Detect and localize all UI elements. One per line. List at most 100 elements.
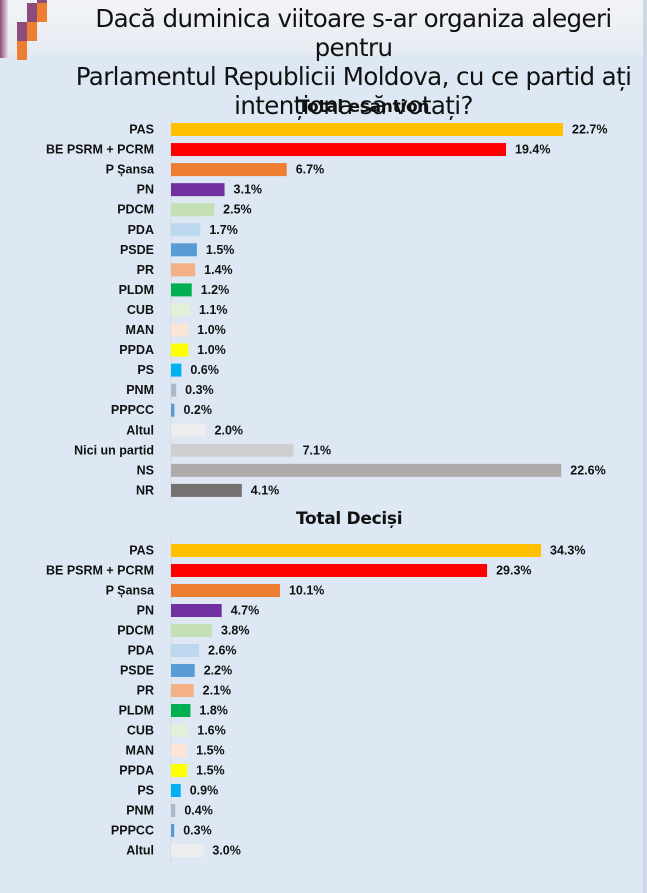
category-label-pda: PDA — [128, 223, 154, 237]
data-label-pr: 2.1% — [203, 684, 232, 698]
bar-pn — [171, 183, 225, 197]
deco-square — [17, 41, 27, 60]
bar-pas — [171, 544, 541, 557]
deco-square — [37, 0, 47, 3]
data-label-altul: 3.0% — [212, 844, 241, 858]
category-label-pas: PAS — [129, 544, 154, 558]
category-label-p-ansa: P Șansa — [106, 163, 155, 177]
category-label-pldm: PLDM — [119, 283, 154, 297]
category-label-be-psrm-pcrm: BE PSRM + PCRM — [46, 143, 154, 157]
category-label-ns: NS — [137, 463, 154, 477]
bar-pldm — [171, 283, 192, 297]
data-label-pas: 22.7% — [572, 123, 607, 137]
data-label-pda: 1.7% — [209, 223, 238, 237]
bar-pr — [171, 684, 194, 697]
deco-square — [27, 3, 37, 22]
category-label-pn: PN — [137, 183, 154, 197]
category-label-psde: PSDE — [120, 664, 154, 678]
data-label-pda: 2.6% — [208, 644, 237, 658]
data-label-psde: 2.2% — [204, 664, 233, 678]
category-label-man: MAN — [126, 323, 154, 337]
bar-pas — [171, 123, 563, 136]
data-label-ppda: 1.5% — [196, 764, 225, 778]
category-label-psde: PSDE — [120, 243, 154, 257]
bar-pdcm — [171, 624, 212, 637]
bar-p-ansa — [171, 163, 287, 177]
data-label-nr: 4.1% — [251, 483, 280, 497]
bar-ps — [171, 363, 182, 377]
page-edge — [643, 0, 647, 893]
bar-be-psrm-pcrm — [171, 564, 488, 577]
page-title: Dacă duminica viitoare s-ar organiza ale… — [60, 4, 647, 120]
data-label-pnm: 0.3% — [185, 383, 214, 397]
chart-title-total-decisi: Total Deciși — [296, 509, 403, 529]
data-label-pppcc: 0.2% — [183, 403, 212, 417]
bar-pda — [171, 644, 200, 657]
data-label-ps: 0.9% — [190, 784, 219, 798]
data-label-nici-un-partid: 7.1% — [303, 443, 332, 457]
data-label-psde: 1.5% — [206, 243, 235, 257]
category-label-altul: Altul — [126, 844, 154, 858]
category-label-ps: PS — [137, 363, 154, 377]
data-label-pr: 1.4% — [204, 263, 233, 277]
bar-pppcc — [171, 403, 175, 417]
category-label-pdcm: PDCM — [117, 624, 154, 638]
bar-ppda — [171, 343, 189, 357]
bar-psde — [171, 243, 197, 257]
data-label-pnm: 0.4% — [184, 804, 213, 818]
data-label-ps: 0.6% — [190, 363, 219, 377]
category-label-pda: PDA — [128, 644, 154, 658]
deco-square — [27, 22, 37, 41]
bar-pda — [171, 223, 201, 237]
data-label-be-psrm-pcrm: 19.4% — [515, 143, 550, 157]
data-label-p-ansa: 6.7% — [296, 163, 325, 177]
bar-be-psrm-pcrm — [171, 143, 507, 157]
bar-ns — [171, 463, 562, 477]
data-label-pn: 4.7% — [231, 604, 260, 618]
title-line: Dacă duminica viitoare s-ar organiza ale… — [95, 4, 612, 62]
data-label-pldm: 1.8% — [199, 704, 228, 718]
category-label-pr: PR — [137, 684, 154, 698]
category-label-nici-un-partid: Nici un partid — [74, 443, 154, 457]
category-label-pn: PN — [137, 604, 154, 618]
data-label-pdcm: 3.8% — [221, 624, 250, 638]
category-label-ps: PS — [137, 784, 154, 798]
bar-pr — [171, 263, 196, 277]
bar-altul — [171, 423, 206, 437]
deco-strip — [0, 0, 8, 58]
data-label-be-psrm-pcrm: 29.3% — [496, 564, 531, 578]
chart-title-total-esantion: Total esantion — [298, 97, 430, 117]
category-label-pnm: PNM — [126, 383, 154, 397]
title-line: intenționa să votați? — [234, 91, 473, 120]
data-label-p-ansa: 10.1% — [289, 584, 324, 598]
bar-pnm — [171, 383, 177, 397]
bar-pdcm — [171, 203, 215, 217]
data-label-man: 1.0% — [197, 323, 226, 337]
category-label-ppda: PPDA — [119, 343, 154, 357]
data-label-man: 1.5% — [196, 744, 225, 758]
bar-pnm — [171, 804, 176, 817]
data-label-pas: 34.3% — [550, 544, 585, 558]
bar-nr — [171, 483, 242, 497]
bar-ps — [171, 784, 181, 797]
data-label-cub: 1.1% — [199, 303, 228, 317]
category-label-ppda: PPDA — [119, 764, 154, 778]
category-label-p-ansa: P Șansa — [106, 584, 155, 598]
bar-man — [171, 323, 189, 337]
bar-man — [171, 744, 188, 757]
data-label-pldm: 1.2% — [201, 283, 230, 297]
data-label-pppcc: 0.3% — [183, 824, 212, 838]
data-label-ppda: 1.0% — [197, 343, 226, 357]
bar-pn — [171, 604, 222, 617]
category-label-be-psrm-pcrm: BE PSRM + PCRM — [46, 564, 154, 578]
data-label-pdcm: 2.5% — [223, 203, 252, 217]
title-line: Parlamentul Republicii Moldova, cu ce pa… — [75, 62, 632, 91]
bar-psde — [171, 664, 195, 677]
bar-nici-un-partid — [171, 443, 294, 457]
deco-square — [37, 3, 47, 22]
category-label-man: MAN — [126, 744, 154, 758]
category-label-pppcc: PPPCC — [111, 403, 154, 417]
bar-pppcc — [171, 824, 175, 837]
header-band — [0, 0, 647, 55]
